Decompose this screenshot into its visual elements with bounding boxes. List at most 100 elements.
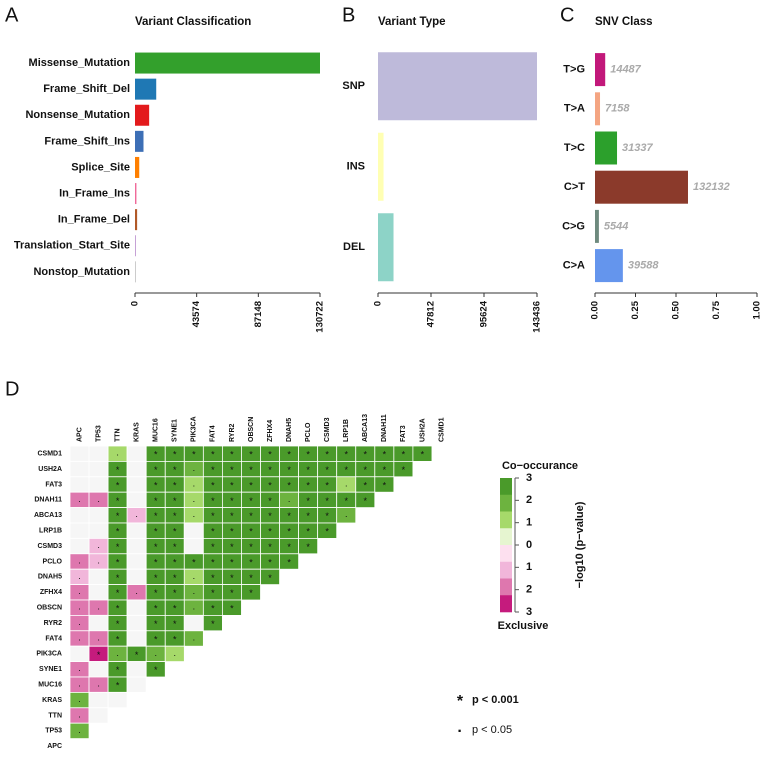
column-label: APC bbox=[76, 427, 83, 442]
column-label: SYNE1 bbox=[172, 419, 179, 442]
heat-cell bbox=[221, 599, 242, 616]
significance-marker: * bbox=[173, 619, 177, 629]
significance-marker: * bbox=[173, 573, 177, 583]
significance-marker: * bbox=[306, 465, 310, 475]
empty-cell bbox=[126, 537, 147, 555]
x-tick-label: 47812 bbox=[426, 301, 437, 327]
significance-marker: * bbox=[421, 450, 425, 460]
significance-marker: * bbox=[383, 465, 387, 475]
category-label: In_Frame_Ins bbox=[59, 187, 130, 199]
empty-cell bbox=[126, 522, 147, 539]
significance-marker: * bbox=[344, 465, 348, 475]
significance-marker: · bbox=[173, 650, 176, 660]
empty-cell bbox=[88, 445, 109, 462]
significance-marker: * bbox=[173, 511, 177, 521]
significance-marker: · bbox=[78, 496, 81, 506]
colorbar-swatch bbox=[500, 494, 512, 512]
category-label: Frame_Shift_Ins bbox=[44, 135, 130, 147]
x-tick-label: 43574 bbox=[191, 300, 202, 327]
row-label: ZFHX4 bbox=[40, 589, 62, 596]
significance-marker: * bbox=[173, 604, 177, 614]
empty-cell bbox=[183, 537, 204, 555]
significance-marker: * bbox=[364, 496, 368, 506]
significance-marker: * bbox=[154, 557, 158, 567]
category-label: Splice_Site bbox=[71, 161, 130, 173]
significance-marker: * bbox=[249, 465, 253, 475]
column-label: USH2A bbox=[419, 418, 426, 442]
colorbar-label: 2 bbox=[526, 494, 532, 506]
row-label: DNAH11 bbox=[34, 497, 62, 504]
category-label: C>T bbox=[564, 181, 585, 193]
row-label: SYNE1 bbox=[39, 666, 62, 673]
empty-cell bbox=[69, 645, 90, 663]
significance-marker: · bbox=[192, 588, 195, 598]
row-label: APC bbox=[47, 743, 62, 750]
colorbar-label: 3 bbox=[526, 472, 532, 484]
significance-marker: · bbox=[97, 604, 100, 614]
empty-cell bbox=[88, 568, 109, 586]
significance-marker: · bbox=[78, 588, 81, 598]
significance-marker: * bbox=[383, 480, 387, 490]
significance-marker: · bbox=[154, 650, 157, 660]
significance-marker: * bbox=[306, 511, 310, 521]
significance-marker: * bbox=[230, 496, 234, 506]
significance-marker: · bbox=[116, 650, 119, 660]
empty-cell bbox=[126, 460, 147, 478]
row-label: USH2A bbox=[38, 466, 62, 473]
colorbar-swatch bbox=[500, 578, 512, 596]
bar bbox=[135, 156, 140, 178]
significance-marker: * bbox=[344, 496, 348, 506]
category-label: T>C bbox=[564, 142, 585, 154]
colorbar-swatch bbox=[500, 595, 512, 613]
significance-marker: * bbox=[268, 573, 272, 583]
count-label: 5544 bbox=[604, 220, 628, 232]
column-label: CSMD1 bbox=[438, 417, 445, 442]
significance-marker: * bbox=[268, 450, 272, 460]
significance-marker: * bbox=[325, 480, 329, 490]
heat-cell bbox=[183, 630, 204, 647]
empty-cell bbox=[88, 460, 109, 478]
significance-marker: * bbox=[154, 619, 158, 629]
significance-marker: * bbox=[249, 480, 253, 490]
significance-marker: * bbox=[173, 527, 177, 537]
significance-marker: * bbox=[287, 527, 291, 537]
significance-marker: · bbox=[192, 465, 195, 475]
colorbar-label: 1 bbox=[526, 561, 532, 573]
significance-marker: * bbox=[287, 465, 291, 475]
row-label: FAT3 bbox=[45, 481, 62, 488]
significance-marker: * bbox=[116, 542, 120, 552]
significance-marker: * bbox=[173, 465, 177, 475]
significance-marker: * bbox=[154, 665, 158, 675]
significance-marker: * bbox=[211, 465, 215, 475]
significance-marker: * bbox=[211, 496, 215, 506]
count-label: 132132 bbox=[693, 181, 730, 193]
significance-marker: · bbox=[78, 557, 81, 567]
significance-marker: * bbox=[325, 450, 329, 460]
significance-marker: * bbox=[402, 450, 406, 460]
row-label: CSMD1 bbox=[37, 451, 62, 458]
significance-marker: * bbox=[116, 527, 120, 537]
column-label: CSMD3 bbox=[324, 417, 331, 442]
category-label: Translation_Start_Site bbox=[14, 240, 130, 252]
significance-marker: * bbox=[173, 450, 177, 460]
category-label: SNP bbox=[342, 80, 365, 92]
significance-marker: * bbox=[211, 511, 215, 521]
empty-cell bbox=[88, 691, 109, 709]
x-tick-label: 0.75 bbox=[711, 300, 722, 319]
legend-label: p < 0.05 bbox=[472, 724, 512, 736]
significance-marker: * bbox=[116, 634, 120, 644]
panel-label: B bbox=[342, 4, 355, 26]
significance-marker: * bbox=[173, 496, 177, 506]
significance-marker: * bbox=[116, 681, 120, 691]
significance-marker: * bbox=[325, 496, 329, 506]
x-tick-label: 143436 bbox=[532, 301, 543, 333]
row-label: RYR2 bbox=[44, 620, 63, 627]
bar bbox=[595, 53, 606, 87]
significance-marker: * bbox=[97, 650, 101, 660]
category-label: T>A bbox=[564, 103, 585, 115]
colorbar-label: 3 bbox=[526, 606, 532, 618]
x-tick-label: 95624 bbox=[479, 300, 490, 327]
significance-marker: * bbox=[249, 588, 253, 598]
column-label: PIK3CA bbox=[191, 416, 198, 442]
significance-marker: · bbox=[78, 727, 81, 737]
